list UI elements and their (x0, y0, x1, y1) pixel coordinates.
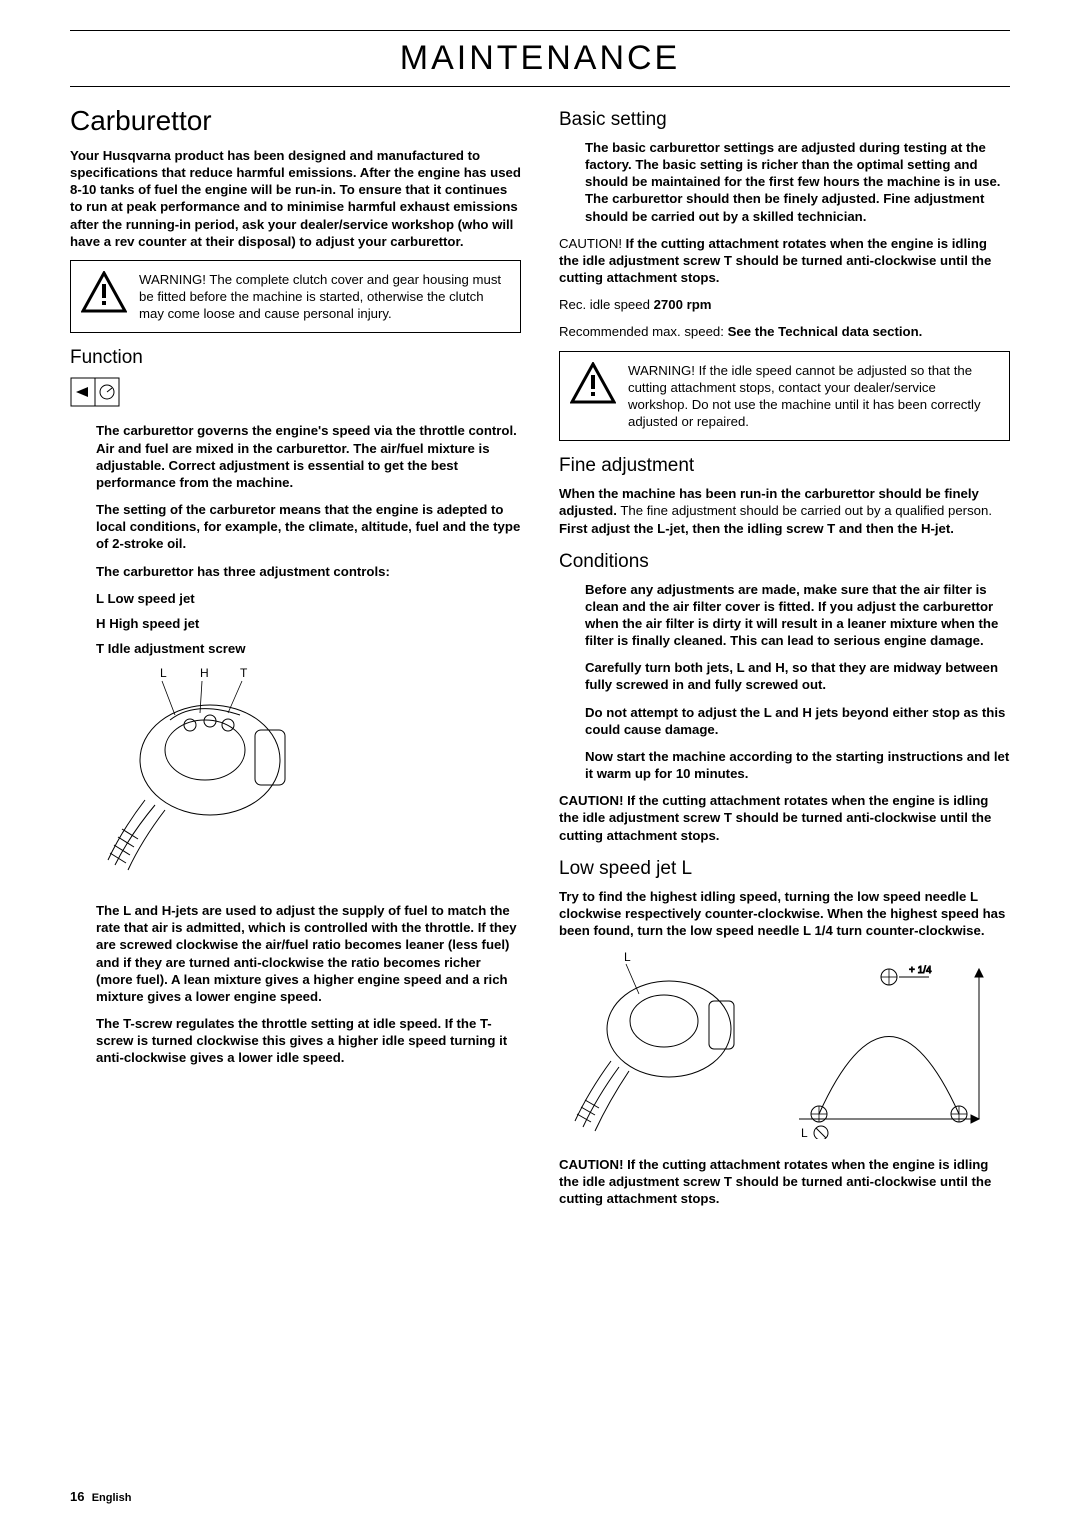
idle-label: Rec. idle speed (559, 297, 654, 312)
fine-p1c: First adjust the L-jet, then the idling … (559, 521, 954, 536)
rule-top (70, 30, 1010, 31)
function-p5: The T-screw regulates the throttle setti… (96, 1015, 521, 1066)
jets-list: L Low speed jet H High speed jet T Idle … (70, 590, 521, 657)
page-number: 16 (70, 1489, 84, 1504)
svg-text:L: L (801, 1126, 808, 1139)
jet-H: H High speed jet (96, 615, 521, 632)
basic-p1: The basic carburettor settings are adjus… (585, 139, 1010, 225)
cond-p3: Do not attempt to adjust the L and H jet… (585, 704, 1010, 738)
warning-box-1: WARNING! The complete clutch cover and g… (70, 260, 521, 333)
max-label: Recommended max. speed: (559, 324, 728, 339)
heading-function: Function (70, 347, 521, 369)
heading-fine-adjustment: Fine adjustment (559, 455, 1010, 477)
warning-text-2: WARNING! If the idle speed cannot be adj… (628, 362, 999, 431)
low-p1: Try to find the highest idling speed, tu… (559, 888, 1010, 939)
warning-icon (81, 271, 127, 318)
cond-p4: Now start the machine according to the s… (585, 748, 1010, 782)
page-title: MAINTENANCE (70, 39, 1010, 78)
col-right: Basic setting The basic carburettor sett… (559, 105, 1010, 1218)
caution-label-2: CAUTION! (559, 793, 627, 808)
warning-icon-2 (570, 362, 616, 409)
svg-text:+ 1/4: + 1/4 (909, 965, 932, 976)
max-speed: Recommended max. speed: See the Technica… (559, 323, 1010, 340)
low-caution: CAUTION! If the cutting attachment rotat… (559, 1156, 1010, 1207)
col-left: Carburettor Your Husqvarna product has b… (70, 105, 521, 1218)
jet-T: T Idle adjustment screw (96, 640, 521, 657)
svg-text:H: H (200, 666, 209, 680)
cond-p2: Carefully turn both jets, L and H, so th… (585, 659, 1010, 693)
heading-low-speed-jet: Low speed jet L (559, 858, 1010, 880)
fine-p1: When the machine has been run-in the car… (559, 485, 1010, 536)
fine-p1b: The fine adjustment should be carried ou… (617, 503, 992, 518)
engine-illustration-2: L (569, 949, 1010, 1144)
page-footer: 16 English (70, 1489, 131, 1504)
heading-conditions: Conditions (559, 551, 1010, 573)
max-value: See the Technical data section. (728, 324, 923, 339)
cond-caution: CAUTION! If the cutting attachment rotat… (559, 792, 1010, 843)
caution-label-1: CAUTION! (559, 236, 626, 251)
function-p2: The setting of the carburetor means that… (96, 501, 521, 552)
svg-text:L: L (624, 950, 631, 964)
heading-basic-setting: Basic setting (559, 109, 1010, 131)
basic-caution: CAUTION! If the cutting attachment rotat… (559, 235, 1010, 286)
columns: Carburettor Your Husqvarna product has b… (70, 105, 1010, 1218)
svg-text:T: T (240, 666, 248, 680)
caution-label-3: CAUTION! (559, 1157, 627, 1172)
warning-text-1: WARNING! The complete clutch cover and g… (139, 271, 510, 322)
heading-carburettor: Carburettor (70, 105, 521, 137)
rule-under (70, 86, 1010, 87)
warning-box-2: WARNING! If the idle speed cannot be adj… (559, 351, 1010, 442)
jet-L: L Low speed jet (96, 590, 521, 607)
idle-speed: Rec. idle speed 2700 rpm (559, 296, 1010, 313)
cond-p1: Before any adjustments are made, make su… (585, 581, 1010, 650)
engine-illustration-1: L H T (100, 665, 521, 890)
intro-paragraph: Your Husqvarna product has been designed… (70, 147, 521, 250)
function-p4: The L and H-jets are used to adjust the … (96, 902, 521, 1005)
idle-value: 2700 rpm (654, 297, 712, 312)
page-lang: English (92, 1492, 132, 1504)
function-p1: The carburettor governs the engine's spe… (96, 422, 521, 491)
arrow-meter-icon (70, 377, 521, 412)
function-p3: The carburettor has three adjustment con… (96, 563, 521, 580)
svg-text:L: L (160, 666, 167, 680)
